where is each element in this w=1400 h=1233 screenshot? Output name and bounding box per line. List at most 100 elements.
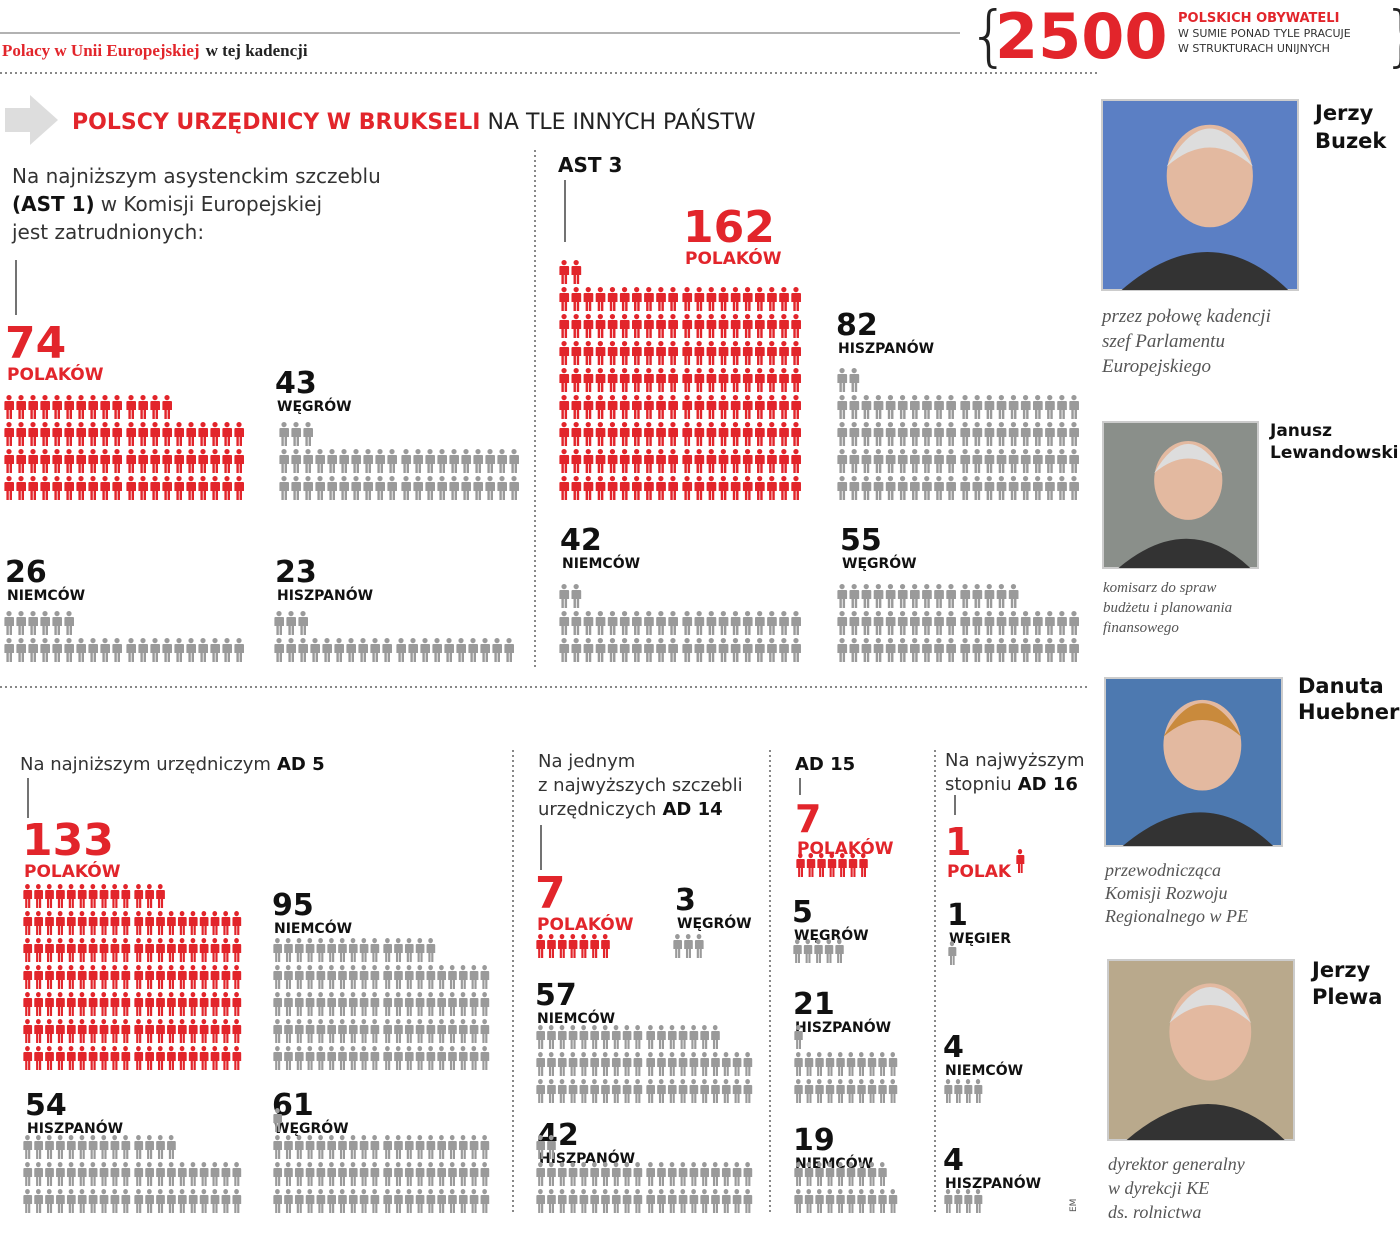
person-icon [112, 476, 122, 500]
person-icon [150, 395, 160, 419]
person-icon [1069, 422, 1079, 446]
person-icon [668, 422, 678, 446]
person-icon [779, 611, 789, 635]
person-icon [88, 449, 98, 473]
person-icon [64, 422, 74, 446]
group-value: 4 [943, 1030, 964, 1065]
person-icon [878, 1162, 887, 1186]
person-icon [426, 1046, 436, 1070]
person-icon [611, 1162, 621, 1186]
person-icon [657, 1079, 666, 1103]
person-icon [286, 638, 296, 662]
person-icon [199, 1162, 209, 1186]
person-icon [66, 1135, 76, 1159]
person-icon [803, 939, 813, 963]
person-icon [657, 1025, 666, 1049]
person-icon [232, 1019, 242, 1043]
person-icon [559, 611, 570, 635]
person-icon [177, 1162, 187, 1186]
person-icon [348, 938, 358, 962]
person-icon [232, 1046, 242, 1070]
person-icon [188, 1046, 198, 1070]
person-icon [88, 1046, 98, 1070]
person-icon [134, 1019, 144, 1043]
person-icon [571, 611, 582, 635]
person-icon [383, 965, 392, 989]
person-icon [188, 1189, 198, 1213]
person-icon [327, 1135, 336, 1159]
person-icon [327, 938, 336, 962]
person-icon [167, 1189, 176, 1213]
person-icon [732, 1189, 742, 1213]
person-icon [88, 1162, 98, 1186]
person-icon [730, 449, 741, 473]
person-icon [849, 584, 860, 608]
person-icon [52, 638, 62, 662]
group-label: WĘGRÓW [677, 914, 752, 932]
person-icon [294, 992, 304, 1016]
person-icon [682, 422, 693, 446]
person-icon [56, 884, 65, 908]
person-icon [557, 1025, 567, 1049]
person-icon [448, 1135, 457, 1159]
icon-group [23, 1135, 242, 1213]
person-icon [590, 1079, 599, 1103]
person-icon [110, 1019, 120, 1043]
icon-group [274, 611, 514, 662]
person-icon [99, 1189, 109, 1213]
photo-body [1121, 252, 1289, 290]
person-icon [767, 314, 777, 338]
person-icon [700, 1079, 709, 1103]
person-icon [779, 368, 789, 392]
person-icon [730, 422, 741, 446]
person-icon [946, 611, 956, 635]
group-value: 19 [793, 1123, 835, 1158]
person-icon [611, 1079, 621, 1103]
person-icon [273, 992, 282, 1016]
person-icon [359, 1162, 369, 1186]
person-icon [644, 449, 654, 473]
intro-line: stopniu [945, 774, 1012, 795]
person-icon [1008, 422, 1019, 446]
person-icon [177, 965, 187, 989]
person-icon [100, 476, 110, 500]
person-icon [426, 1135, 436, 1159]
person-icon [794, 1079, 803, 1103]
person-icon [286, 611, 296, 635]
person-icon [437, 1135, 446, 1159]
person-icon [644, 611, 654, 635]
person-icon [359, 965, 369, 989]
person-icon [922, 422, 932, 446]
person-icon [583, 395, 594, 419]
person-icon [568, 1162, 578, 1186]
person-icon [110, 911, 120, 935]
person-icon [656, 638, 666, 662]
person-name: Buzek [1315, 129, 1387, 153]
person-icon [339, 476, 349, 500]
person-icon [100, 395, 110, 419]
person-icon [846, 1162, 856, 1186]
person-icon [28, 638, 38, 662]
photo-body [1122, 812, 1274, 846]
person-icon [954, 1079, 963, 1103]
person-icon [394, 1162, 403, 1186]
person-icon [678, 1025, 688, 1049]
person-icon [156, 1135, 165, 1159]
person-icon [56, 1189, 65, 1213]
person-icon [619, 395, 630, 419]
person-icon [721, 1079, 731, 1103]
person-icon [857, 1189, 866, 1213]
person-icon [56, 911, 65, 935]
group-value: 23 [275, 555, 317, 590]
person-icon [583, 638, 594, 662]
person-icon [815, 1162, 824, 1186]
person-icon [110, 992, 120, 1016]
person-icon [413, 476, 423, 500]
person-icon [849, 395, 860, 419]
grade: AD 16 [1018, 774, 1078, 795]
person-icon [112, 395, 122, 419]
person-icon [601, 1025, 610, 1049]
person-icon [305, 1135, 315, 1159]
person-icon [825, 1189, 835, 1213]
person-icon [473, 449, 483, 473]
